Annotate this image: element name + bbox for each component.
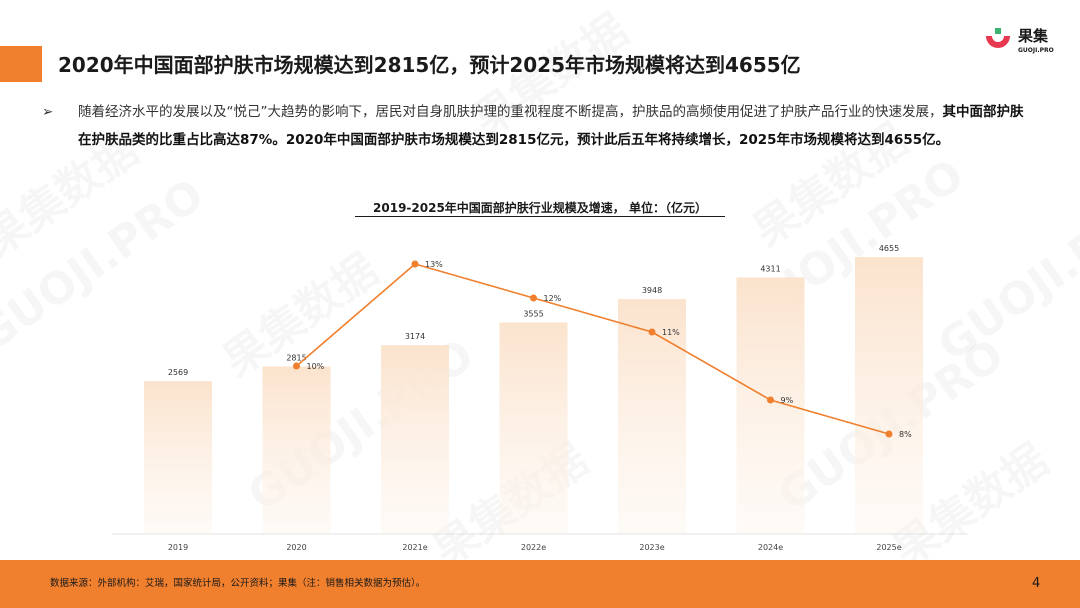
summary-highlight: 其中面部护肤在护肤品类的比重占比高达87%。2020年中国面部护肤市场规模达到2…: [78, 104, 1024, 148]
growth-point: [885, 430, 893, 438]
title-accent-bar: [0, 46, 42, 82]
bar-2024e: [736, 277, 805, 534]
x-tick-label: 2021e: [402, 543, 427, 552]
bar-value-label: 2569: [168, 368, 188, 377]
bar-2019: [144, 381, 212, 534]
bar-value-label: 4311: [760, 264, 780, 273]
bar-value-label: 3555: [523, 309, 543, 318]
bar-2020: [262, 366, 331, 534]
x-tick-label: 2019: [168, 543, 188, 552]
chart-title: 2019-2025年中国面部护肤行业规模及增速， 单位：（亿元）: [373, 201, 707, 215]
bar-value-label: 3948: [642, 286, 662, 295]
growth-rate-line: [295, 263, 890, 435]
logo-subtitle: GUOJI.PRO: [1018, 47, 1054, 54]
growth-label: 11%: [662, 328, 680, 337]
logo-name: 果集: [1018, 27, 1049, 45]
bar-2025e: [855, 257, 923, 534]
growth-label: 10%: [307, 362, 325, 371]
summary-paragraph: ➢ 随着经济水平的发展以及“悦己”大趋势的影响下，居民对自身肌肤护理的重视程度不断…: [42, 98, 1030, 154]
bar-value-label: 3174: [405, 332, 425, 341]
x-tick-label: 2020: [286, 543, 306, 552]
brand-logo: 果集 GUOJI.PRO: [982, 24, 1062, 64]
growth-label: 13%: [425, 260, 443, 269]
growth-point: [293, 362, 300, 370]
x-tick-label: 2025e: [876, 543, 901, 552]
logo-icon: [986, 28, 1010, 48]
page-number: 4: [1032, 576, 1041, 591]
chart-title-underline: [355, 216, 725, 217]
x-tick-label: 2022e: [521, 543, 546, 552]
growth-label: 9%: [781, 396, 794, 405]
data-source: 数据来源：外部机构：艾瑞，国家统计局，公开资料；果集（注：销售相关数据为预估）。: [50, 578, 426, 589]
growth-label: 8%: [899, 430, 912, 439]
summary-text: 随着经济水平的发展以及“悦己”大趋势的影响下，居民对自身肌肤护理的重视程度不断提…: [78, 104, 943, 120]
page-title: 2020年中国面部护肤市场规模达到2815亿，预计2025年市场规模将达到465…: [58, 53, 801, 77]
footer: 数据来源：外部机构：艾瑞，国家统计局，公开资料；果集（注：销售相关数据为预估）。…: [0, 560, 1080, 608]
bar-2023e: [618, 299, 686, 534]
growth-point: [411, 260, 419, 268]
bar-2022e: [499, 322, 568, 534]
x-tick-label: 2024e: [758, 543, 783, 552]
bullet-icon: ➢: [42, 104, 54, 120]
growth-label: 12%: [544, 294, 562, 303]
x-tick-label: 2023e: [639, 543, 664, 552]
bar-value-label: 2815: [286, 354, 306, 363]
growth-point: [530, 294, 537, 302]
growth-point: [648, 328, 656, 336]
bar-value-label: 4655: [879, 244, 899, 253]
growth-point: [767, 396, 774, 404]
bar-2021e: [381, 345, 449, 534]
